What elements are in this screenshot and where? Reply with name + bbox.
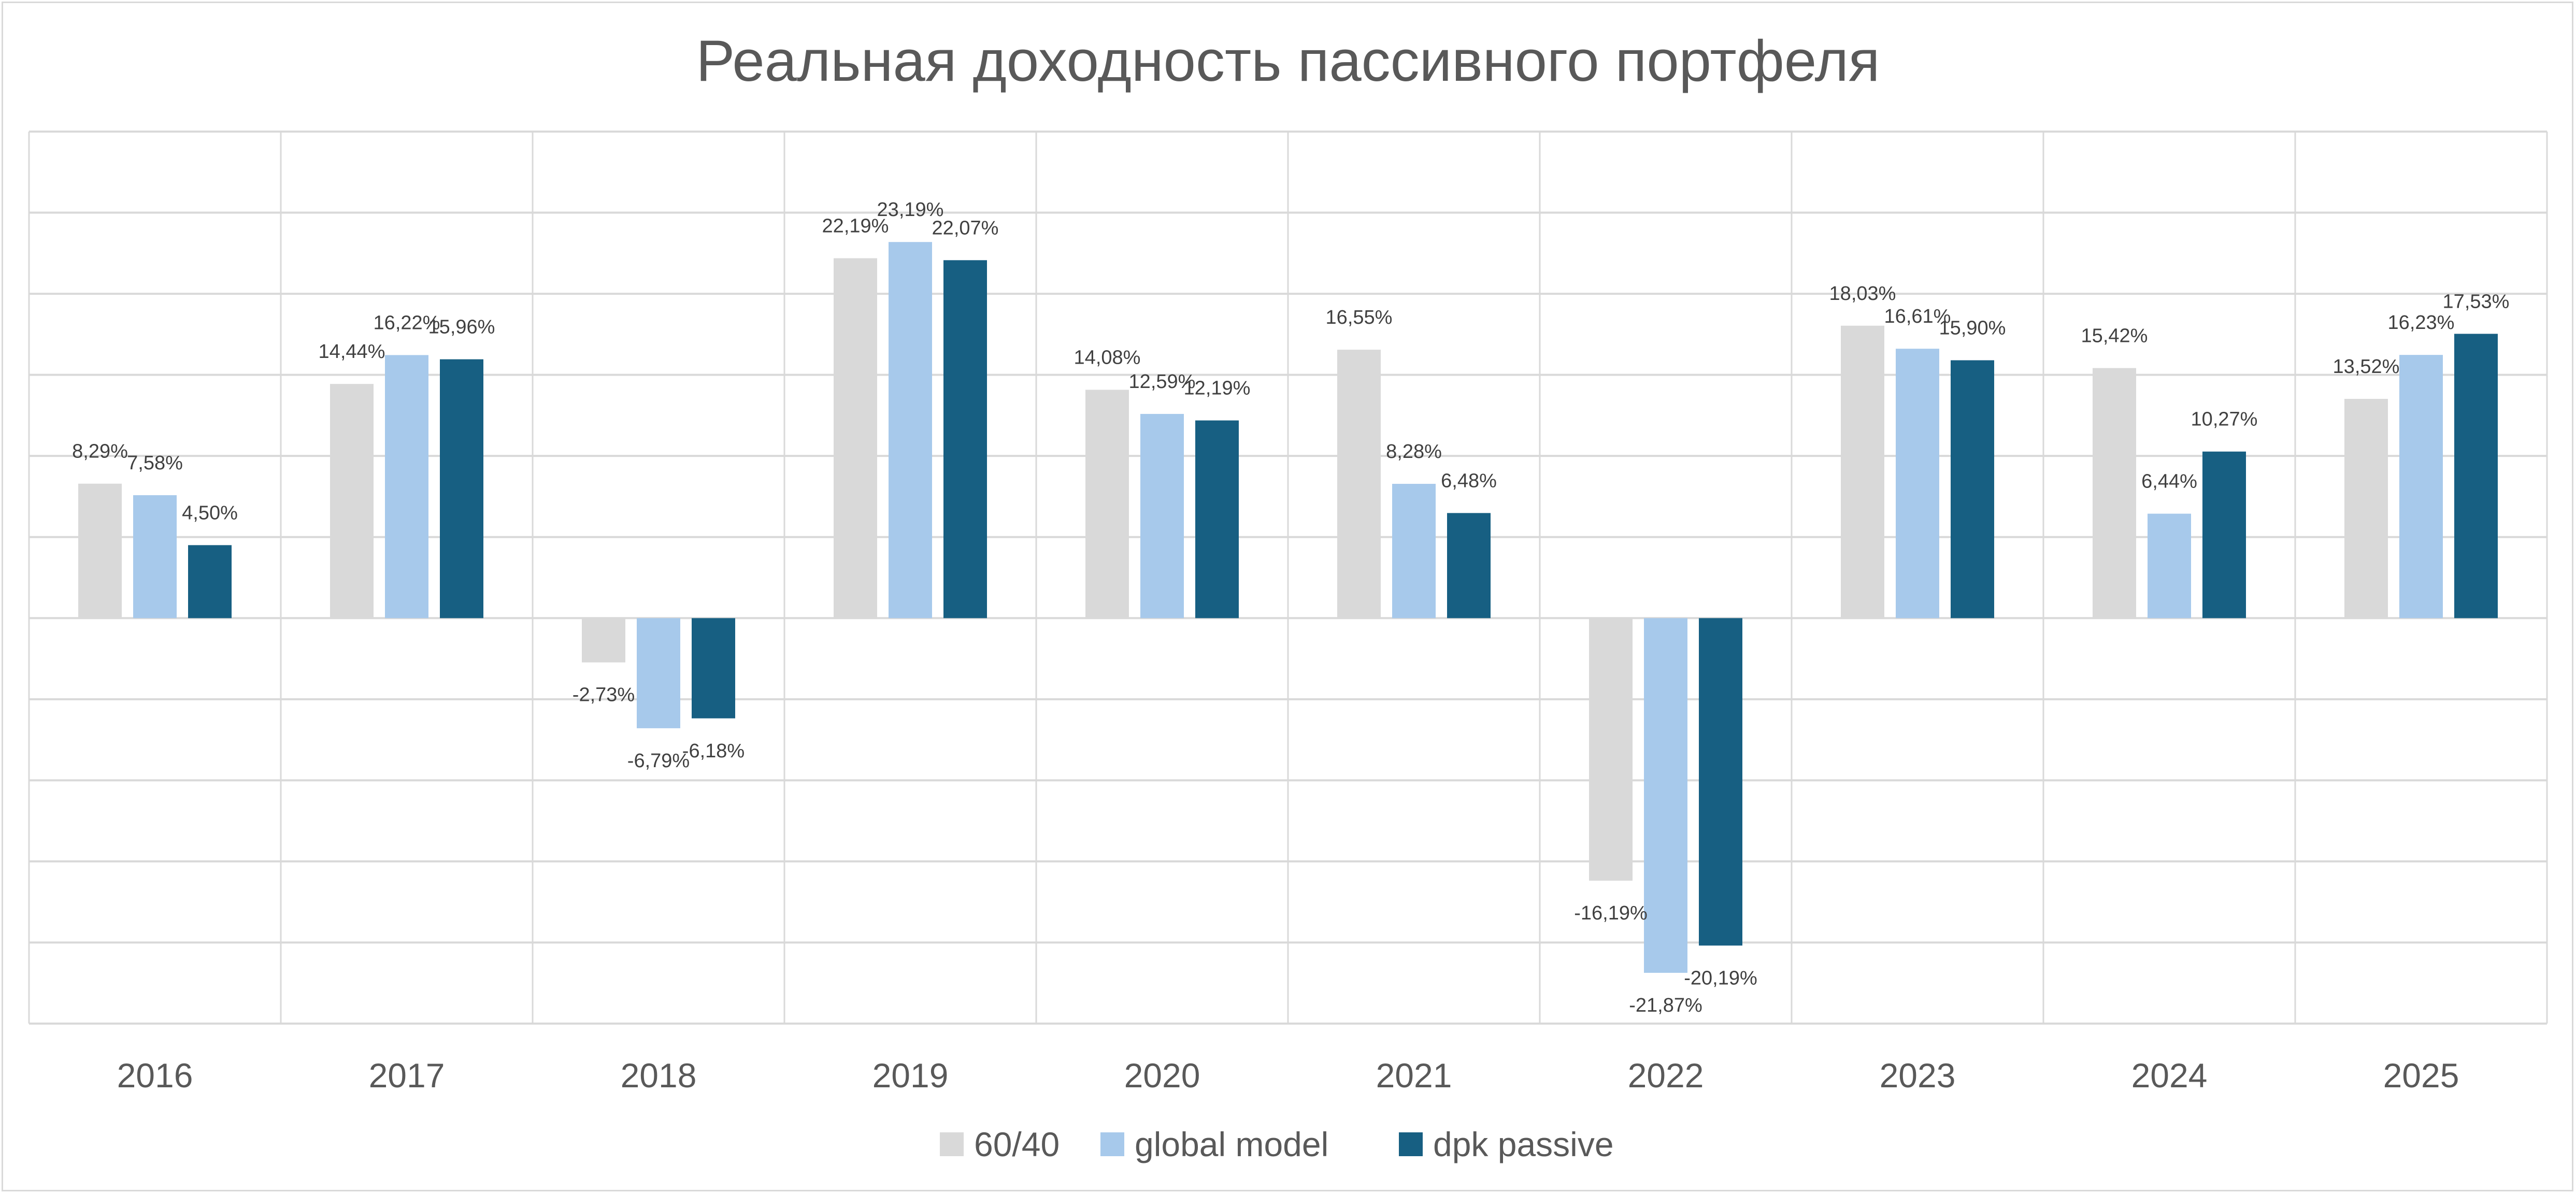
bar-chart: Реальная доходность пассивного портфеля …	[28, 28, 2548, 1163]
data-label: -20,19%	[1684, 967, 1757, 989]
bar	[1896, 349, 1939, 618]
bar	[1644, 618, 1687, 973]
bar	[440, 359, 483, 618]
data-label: 14,08%	[1074, 347, 1141, 368]
bar	[2093, 368, 2136, 618]
data-label: 22,07%	[932, 217, 999, 239]
bars	[78, 242, 2498, 973]
bar	[1085, 390, 1129, 618]
data-labels: 8,29%7,58% 4,50% 14,44% 16,22%15,96% -2,73% -…	[72, 199, 2509, 1016]
bar	[692, 618, 735, 718]
bar	[889, 242, 932, 618]
bar	[1841, 325, 1884, 618]
legend: 60/40 global model dpk passive	[940, 1125, 1614, 1163]
data-label: 4,50%	[182, 502, 238, 524]
bar	[1392, 484, 1436, 618]
data-label: 7,58%	[127, 452, 183, 474]
bar	[1140, 414, 1184, 618]
legend-swatch	[1100, 1132, 1124, 1156]
bar	[78, 483, 122, 618]
x-tick-label: 2016	[117, 1056, 193, 1095]
bar	[2454, 334, 2498, 618]
data-label: 6,48%	[1441, 470, 1497, 492]
x-tick-label: 2024	[2131, 1056, 2208, 1095]
data-label: 17,53%	[2443, 291, 2510, 312]
x-tick-label: 2018	[621, 1056, 697, 1095]
data-label: -21,87%	[1629, 995, 1702, 1016]
data-label: 10,27%	[2191, 409, 2258, 430]
x-tick-label: 2023	[1880, 1056, 1956, 1095]
bar	[582, 618, 625, 663]
legend-label: 60/40	[974, 1125, 1060, 1163]
bar	[330, 384, 374, 618]
data-label: 23,19%	[877, 199, 944, 221]
bar	[385, 355, 428, 618]
x-tick-label: 2021	[1376, 1056, 1452, 1095]
x-tick-label: 2020	[1124, 1056, 1200, 1095]
data-label: 12,19%	[1184, 378, 1251, 399]
data-label: 16,23%	[2388, 312, 2455, 334]
data-label: -2,73%	[573, 684, 635, 706]
bar	[133, 495, 177, 618]
data-label: 16,22%	[374, 312, 440, 334]
chart-title: Реальная доходность пассивного портфеля	[696, 28, 1880, 93]
bar	[637, 618, 680, 728]
x-axis-tick-labels: 2016 2017 2018 2019 2020 2021 2022 2023 2024 2025	[117, 1056, 2459, 1095]
x-tick-label: 2022	[1628, 1056, 1704, 1095]
data-label: 15,90%	[1939, 317, 2006, 339]
x-tick-label: 2025	[2383, 1056, 2459, 1095]
bar	[943, 260, 987, 618]
data-label: 8,29%	[72, 441, 128, 463]
bar	[1195, 420, 1239, 618]
legend-label: dpk passive	[1433, 1125, 1614, 1163]
legend-swatch	[940, 1132, 964, 1156]
data-label: 15,42%	[2081, 325, 2148, 347]
x-tick-label: 2019	[872, 1056, 949, 1095]
bar	[1699, 618, 1742, 946]
x-tick-label: 2017	[369, 1056, 445, 1095]
bar	[2202, 451, 2246, 618]
data-label: 22,19%	[822, 215, 889, 237]
data-label: 16,61%	[1884, 306, 1951, 327]
data-label: 14,44%	[319, 341, 385, 363]
data-label: 16,55%	[1326, 307, 1393, 328]
bar	[1589, 618, 1633, 881]
bar	[188, 545, 232, 618]
bar	[1337, 350, 1381, 618]
bar	[2399, 355, 2443, 618]
data-label: -6,79%	[627, 750, 690, 772]
bar	[1951, 360, 1994, 618]
bar	[2344, 398, 2388, 618]
data-label: -6,18%	[682, 740, 745, 762]
data-label: 8,28%	[1386, 441, 1442, 463]
data-label: 18,03%	[1829, 283, 1896, 305]
bar	[2148, 513, 2191, 618]
legend-label: global model	[1135, 1125, 1328, 1163]
data-label: 6,44%	[2141, 471, 2197, 493]
bar	[1447, 513, 1491, 618]
data-label: -16,19%	[1574, 902, 1648, 924]
data-label: 13,52%	[2333, 356, 2400, 378]
data-label: 15,96%	[428, 317, 495, 338]
data-label: 12,59%	[1129, 371, 1196, 393]
bar	[834, 258, 877, 618]
legend-swatch	[1399, 1132, 1423, 1156]
